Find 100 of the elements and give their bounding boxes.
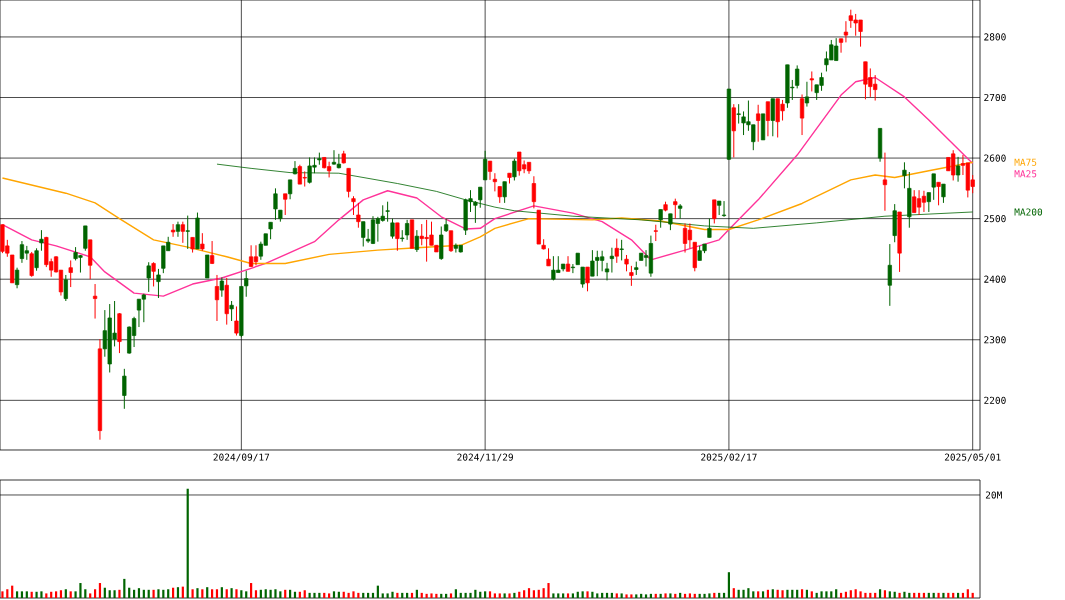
bar [220, 587, 223, 598]
bar [610, 592, 613, 598]
bar [210, 589, 214, 598]
candlestick [141, 293, 146, 323]
bar [586, 591, 589, 598]
candlestick [882, 152, 888, 212]
bar [679, 592, 682, 598]
candlestick [346, 167, 351, 198]
bar [386, 593, 389, 598]
bar [971, 592, 974, 598]
candlestick [512, 158, 517, 181]
bar [596, 593, 599, 598]
bar [313, 592, 316, 598]
bar [459, 592, 462, 598]
candlestick [136, 298, 142, 328]
bar [664, 593, 667, 598]
candlestick [795, 64, 800, 89]
bar [542, 588, 545, 598]
bar [727, 572, 731, 598]
candlestick [122, 368, 127, 410]
candlestick [770, 98, 775, 137]
candlestick [180, 221, 185, 244]
bar [849, 590, 852, 598]
bar [523, 590, 526, 598]
bar [488, 591, 492, 598]
y-tick-label: 2600 [984, 154, 1006, 162]
bar [367, 592, 370, 598]
candlestick [483, 150, 488, 181]
candlestick [473, 200, 478, 224]
candlestick [478, 186, 483, 209]
text: MA75 [1014, 158, 1037, 166]
candlestick [936, 181, 941, 206]
candlestick [351, 195, 356, 216]
candlestick [283, 193, 288, 216]
bar [35, 591, 38, 598]
candlestick [34, 247, 39, 272]
bar [722, 592, 726, 598]
bar [781, 590, 784, 598]
candlestick [912, 189, 917, 214]
candlestick [448, 230, 454, 253]
candlestick [331, 149, 337, 166]
bar [601, 592, 604, 598]
bar [347, 592, 350, 598]
candlestick [19, 240, 25, 264]
bar [888, 591, 891, 598]
candlestick [673, 198, 678, 220]
candlestick [629, 265, 634, 287]
bar [84, 589, 87, 598]
bar [371, 592, 375, 598]
bar [274, 589, 277, 598]
bar [230, 588, 233, 598]
bar [59, 590, 63, 598]
bar [913, 592, 916, 598]
candlestick [356, 202, 361, 229]
bar [196, 588, 199, 598]
bar [605, 592, 609, 598]
bar [898, 592, 901, 598]
bar [215, 589, 219, 598]
bar [927, 592, 930, 598]
bar [937, 592, 940, 598]
bar [859, 591, 862, 598]
bar [40, 591, 43, 598]
y-tick-label: 2700 [984, 93, 1006, 102]
candlestick [756, 104, 761, 143]
bar [1, 591, 4, 598]
candlestick [736, 103, 741, 125]
bar [830, 591, 833, 598]
bar [839, 592, 843, 598]
bar [206, 587, 209, 598]
candlestick [809, 70, 814, 92]
candlestick [614, 238, 619, 264]
candlestick [395, 222, 400, 252]
bar [64, 589, 67, 598]
candlestick [721, 200, 727, 218]
bar [279, 591, 282, 598]
bar [167, 589, 170, 598]
candlestick [146, 261, 151, 293]
bar [381, 593, 384, 598]
candlestick [288, 179, 293, 200]
bar [15, 591, 19, 598]
candlestick [170, 223, 176, 238]
candlestick [385, 201, 390, 223]
bar [303, 590, 306, 598]
bar [332, 591, 336, 598]
bar [454, 589, 457, 598]
bar [318, 592, 321, 598]
candlestick [234, 305, 239, 337]
candlestick [941, 183, 946, 204]
bar [250, 583, 253, 598]
bar [820, 591, 823, 598]
bar [527, 588, 531, 598]
bar [406, 592, 409, 598]
bar [69, 591, 72, 598]
x-tick-label: 2024/11/29 [457, 453, 513, 462]
bar [761, 591, 765, 598]
candlestick [682, 222, 688, 254]
bar [562, 593, 565, 598]
bar [718, 592, 721, 598]
bar [752, 591, 755, 598]
bar [176, 587, 180, 598]
